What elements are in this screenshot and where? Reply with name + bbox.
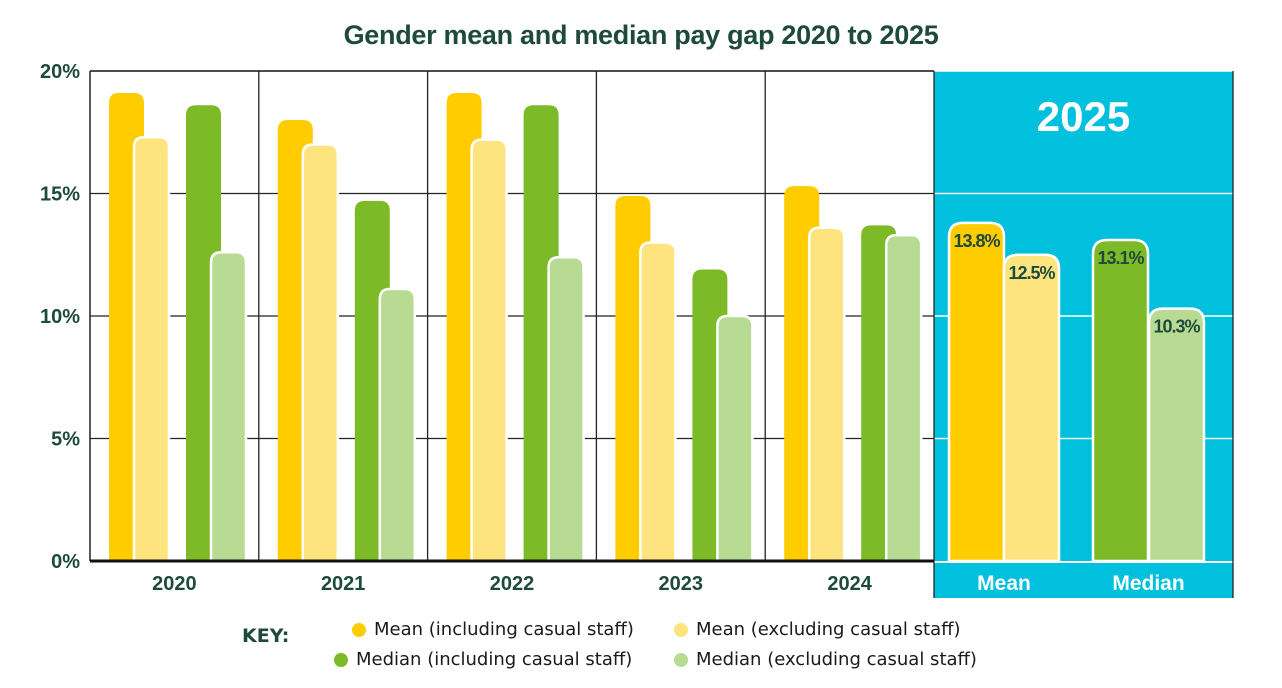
legend-label: Median (excluding casual staff) bbox=[696, 649, 977, 670]
bar-2024-4 bbox=[884, 233, 923, 563]
legend-label: Mean (including casual staff) bbox=[374, 619, 634, 640]
chart-title: Gender mean and median pay gap 2020 to 2… bbox=[343, 20, 939, 50]
legend-swatch bbox=[674, 622, 688, 637]
legend-item-mean-excl: Mean (excluding casual staff) bbox=[674, 619, 961, 640]
y-tick-label: 15% bbox=[40, 184, 80, 206]
x-tick-label: 2023 bbox=[659, 573, 704, 595]
legend-swatch bbox=[334, 652, 348, 667]
x-tick-label: 2024 bbox=[827, 573, 872, 595]
data-label: 13.8% bbox=[953, 231, 1000, 251]
x-tick-label-2025: Median bbox=[1112, 572, 1184, 595]
legend-title: KEY: bbox=[242, 625, 290, 647]
bar-2021-2 bbox=[301, 143, 340, 563]
legend-item-median-excl: Median (excluding casual staff) bbox=[674, 649, 977, 670]
data-label: 10.3% bbox=[1153, 317, 1200, 337]
legend-item-median-incl: Median (including casual staff) bbox=[334, 649, 632, 670]
bar-2021-4 bbox=[378, 287, 417, 563]
bar-2022-2 bbox=[470, 138, 508, 563]
legend-swatch bbox=[352, 622, 366, 637]
legend-label: Mean (excluding casual staff) bbox=[696, 619, 961, 640]
x-tick-label-2025: Mean bbox=[977, 572, 1031, 595]
bar-chart: 2020 2021 2022 2023 2024 13.8% 12.5% Mean 13.1% 1… bbox=[40, 61, 1234, 598]
y-tick-label: 0% bbox=[51, 551, 80, 573]
y-tick-label: 5% bbox=[51, 429, 80, 451]
bar-2024-2 bbox=[807, 226, 846, 563]
legend-item-mean-incl: Mean (including casual staff) bbox=[352, 619, 634, 640]
x-tick-label: 2022 bbox=[490, 573, 535, 595]
y-tick-label: 10% bbox=[40, 306, 80, 328]
bar-2025-mean-1 bbox=[947, 221, 1006, 563]
data-label: 13.1% bbox=[1097, 248, 1144, 268]
bar-2023-4 bbox=[716, 314, 754, 563]
bar-2022-4 bbox=[547, 255, 585, 563]
bar-2025-mean-2 bbox=[1002, 253, 1061, 563]
axes bbox=[89, 70, 1234, 598]
x-tick-label: 2021 bbox=[321, 573, 366, 595]
legend: KEY: Mean (including casual staff) Mean … bbox=[0, 615, 1282, 675]
bars bbox=[109, 93, 1206, 563]
labels: 2020 2021 2022 2023 2024 13.8% 12.5% Mean 13.1% 1… bbox=[40, 61, 1202, 595]
bar-2023-2 bbox=[639, 241, 677, 563]
data-label: 12.5% bbox=[1008, 263, 1055, 283]
y-tick-label: 20% bbox=[40, 61, 80, 83]
x-tick-label: 2020 bbox=[152, 573, 197, 595]
bar-2020-2 bbox=[132, 135, 171, 563]
bar-2025-median-1 bbox=[1091, 238, 1150, 563]
legend-swatch bbox=[674, 652, 688, 667]
legend-label: Median (including casual staff) bbox=[356, 649, 633, 670]
bar-2025-median-2 bbox=[1147, 307, 1206, 563]
bar-2020-4 bbox=[209, 251, 248, 563]
highlight-year-label: 2025 bbox=[1037, 93, 1130, 140]
